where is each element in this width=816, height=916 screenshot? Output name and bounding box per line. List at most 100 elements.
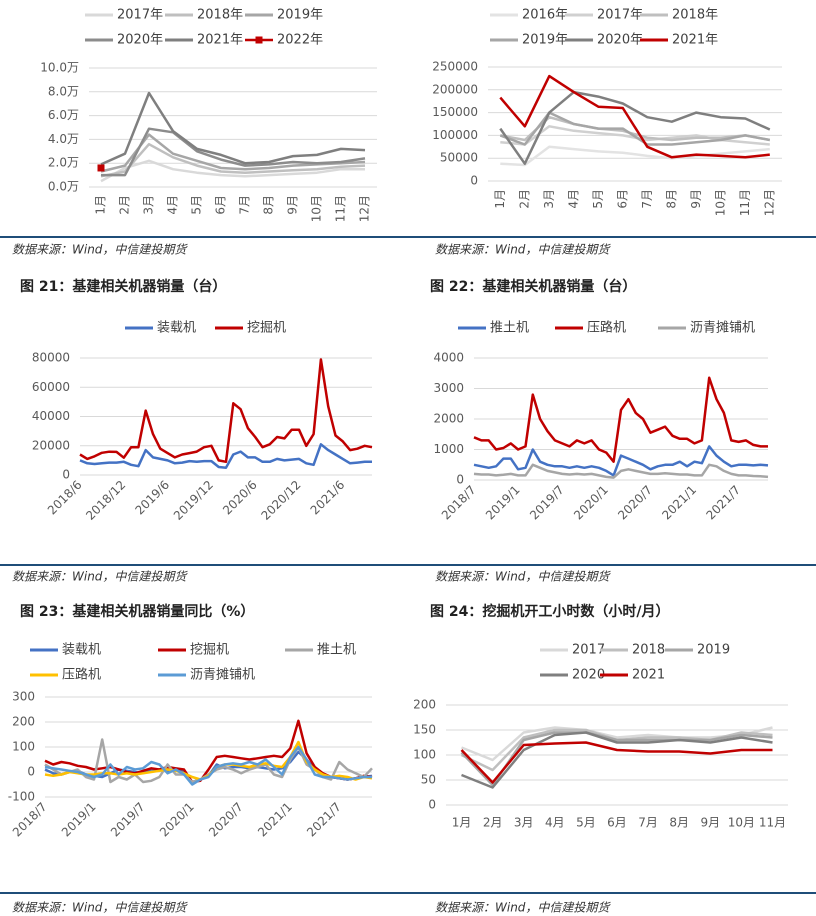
legend-swatch [255, 36, 263, 44]
y-tick-label: 200000 [432, 82, 478, 96]
x-tick-label: 1月 [94, 195, 108, 215]
x-tick-label: 5月 [190, 195, 204, 215]
x-tick-label: 12月 [358, 195, 372, 222]
y-tick-label: 8.0万 [48, 84, 79, 98]
legend-label: 沥青摊铺机 [190, 668, 255, 683]
x-tick-label: 2019/12 [171, 478, 216, 523]
series-line [461, 731, 773, 789]
source: 数据来源：Wind，中信建投期货 [435, 901, 611, 915]
series-line [473, 445, 769, 477]
series-line [460, 741, 773, 784]
y-tick-label: 0.0万 [48, 180, 79, 194]
x-tick-label: 2020/7 [615, 483, 655, 523]
legend-label: 沥青摊铺机 [690, 321, 755, 336]
y-tick-label: 4000 [433, 351, 464, 365]
x-tick-label: 1月 [493, 189, 507, 209]
y-tick-label: 150 [413, 723, 436, 737]
series-line [473, 463, 769, 479]
x-tick-label: 2018/12 [83, 478, 128, 523]
x-tick-label: 9月 [700, 816, 720, 830]
y-tick-label: 150000 [432, 105, 478, 119]
x-tick-label: 2019/1 [59, 800, 99, 840]
x-tick-label: 6月 [607, 816, 627, 830]
source: 数据来源：Wind，中信建投期货 [435, 570, 611, 584]
legend-label: 挖掘机 [190, 643, 229, 658]
y-tick-label: 20000 [32, 438, 70, 452]
legend-label: 2019 [697, 643, 730, 658]
x-tick-label: 7月 [238, 195, 252, 215]
x-tick-label: 3月 [514, 816, 534, 830]
legend-label: 2020年 [597, 33, 643, 48]
x-tick-label: 6月 [615, 189, 629, 209]
legend-label: 2021年 [197, 33, 243, 48]
x-tick-label: 3月 [142, 195, 156, 215]
x-tick-label: 10月 [310, 195, 324, 222]
x-tick-label: 2019/1 [483, 483, 523, 523]
x-tick-label: 2020/12 [258, 478, 303, 523]
source: 数据来源：Wind，中信建投期货 [435, 243, 611, 257]
y-tick-label: 0 [62, 468, 70, 482]
x-tick-label: 2018/7 [439, 483, 479, 523]
legend-label: 推土机 [490, 321, 529, 336]
series-line [499, 90, 771, 165]
x-tick-label: 2021/7 [304, 800, 344, 840]
x-tick-label: 3月 [542, 189, 556, 209]
x-tick-label: 2021/6 [308, 478, 348, 518]
x-tick-label: 8月 [664, 189, 678, 209]
figure-caption: 图 22：基建相关机器销量（台） [430, 278, 636, 295]
legend-label: 2019年 [277, 8, 323, 23]
x-tick-label: 2019/6 [132, 478, 172, 518]
series-line [79, 358, 373, 464]
x-tick-label: 11月 [334, 195, 348, 222]
series-line [44, 745, 372, 786]
y-tick-label: 6.0万 [48, 108, 79, 122]
y-tick-label: 4.0万 [48, 132, 79, 146]
x-tick-label: 2月 [483, 816, 503, 830]
x-tick-label: 2020/1 [157, 800, 197, 840]
series-line [101, 127, 366, 177]
y-tick-label: 100 [413, 748, 436, 762]
source: 数据来源：Wind，中信建投期货 [12, 243, 188, 257]
legend-label: 2016年 [522, 8, 568, 23]
series-line [500, 145, 770, 167]
y-tick-label: 2.0万 [48, 156, 79, 170]
x-tick-label: 6月 [214, 195, 228, 215]
x-tick-label: 1月 [452, 816, 472, 830]
y-tick-label: 0 [27, 765, 35, 779]
y-tick-label: -100 [8, 790, 35, 804]
x-tick-label: 2月 [517, 189, 531, 209]
x-tick-label: 8月 [262, 195, 276, 215]
y-tick-label: 40000 [32, 409, 70, 423]
x-tick-label: 2018/6 [45, 478, 85, 518]
x-tick-label: 2019/7 [108, 800, 148, 840]
legend-label: 2020年 [117, 33, 163, 48]
x-tick-label: 2020/6 [220, 478, 260, 518]
x-tick-label: 11月 [759, 816, 786, 830]
x-tick-label: 10月 [713, 189, 727, 216]
source: 数据来源：Wind，中信建投期货 [12, 901, 188, 915]
series-line [499, 74, 770, 159]
y-tick-label: 10.0万 [40, 61, 79, 75]
x-tick-label: 2月 [118, 195, 132, 215]
point [97, 164, 105, 172]
legend-label: 压路机 [62, 667, 101, 683]
y-tick-label: 1000 [433, 442, 464, 456]
x-tick-label: 11月 [738, 189, 752, 216]
y-tick-label: 80000 [32, 351, 70, 365]
source: 数据来源：Wind，中信建投期货 [12, 570, 188, 584]
series-line [100, 91, 366, 166]
series-line [79, 443, 372, 469]
legend-label: 2018年 [197, 8, 243, 23]
series-line [100, 159, 365, 183]
legend-label: 挖掘机 [247, 321, 286, 336]
legend-label: 2022年 [277, 33, 323, 48]
series-line [473, 376, 768, 463]
series-line [100, 142, 366, 178]
y-tick-label: 100 [12, 740, 35, 754]
x-tick-label: 2020/1 [571, 483, 611, 523]
figure-caption: 图 21：基建相关机器销量（台） [20, 278, 226, 295]
y-tick-label: 50000 [440, 151, 478, 165]
y-tick-label: 0 [470, 174, 478, 188]
x-tick-label: 9月 [286, 195, 300, 215]
